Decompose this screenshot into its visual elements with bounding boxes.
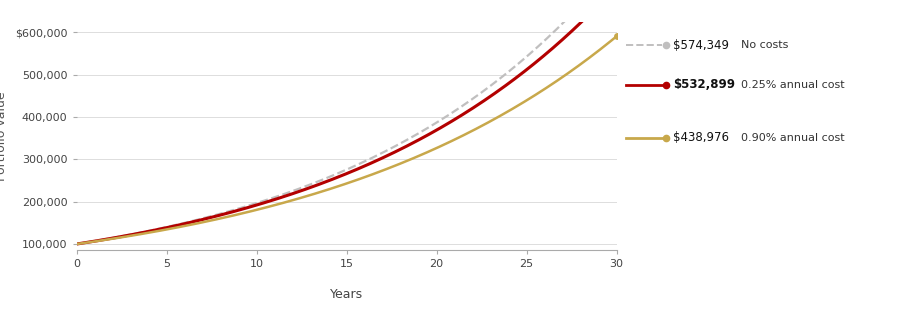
- Text: $438,976: $438,976: [673, 131, 729, 144]
- Text: $532,899: $532,899: [673, 78, 735, 91]
- Text: No costs: No costs: [741, 40, 788, 50]
- Text: Years: Years: [330, 288, 363, 301]
- Text: 0.25% annual cost: 0.25% annual cost: [741, 80, 844, 90]
- Text: 0.90% annual cost: 0.90% annual cost: [741, 133, 844, 143]
- Text: $574,349: $574,349: [673, 39, 729, 52]
- Y-axis label: Portfolio value: Portfolio value: [0, 91, 8, 181]
